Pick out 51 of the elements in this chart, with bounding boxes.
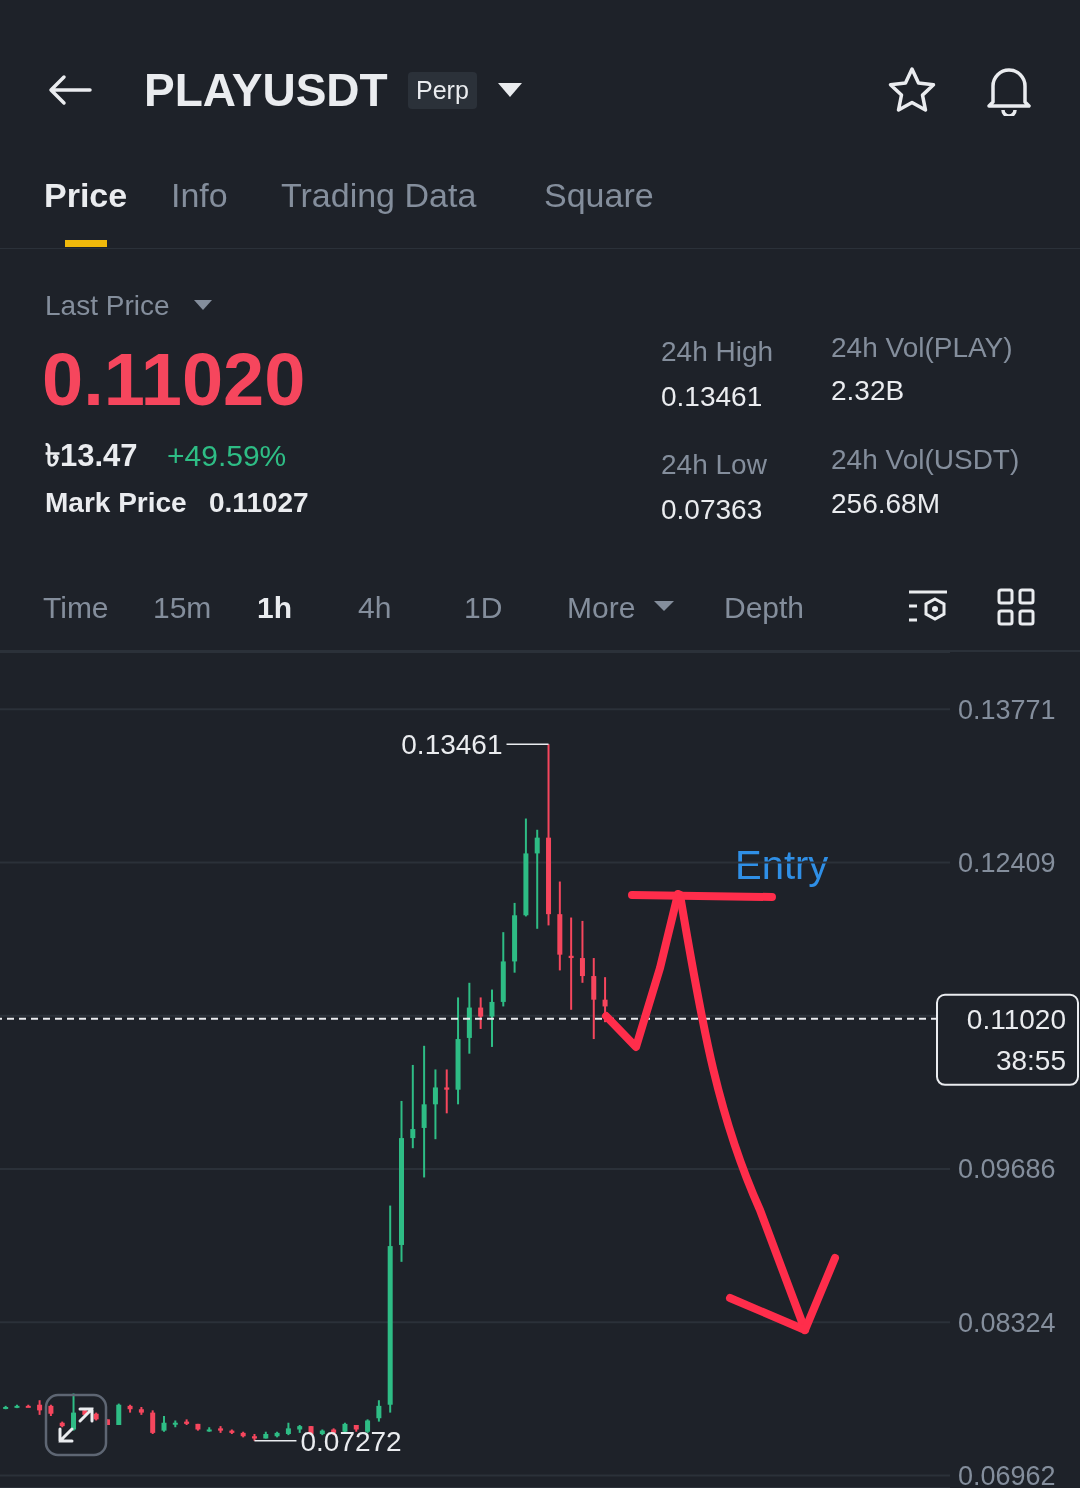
candlestick — [444, 1068, 450, 1115]
text: Time — [43, 590, 109, 626]
text: Trading Data — [281, 174, 477, 216]
annotation: Entry — [735, 842, 829, 889]
candlestick — [376, 1399, 382, 1423]
text: 24h High — [661, 335, 774, 369]
candlestick — [150, 1409, 156, 1435]
candlestick — [591, 957, 597, 1041]
candlestick — [432, 1068, 438, 1141]
y-tick-label: 0.13771 — [958, 694, 1056, 725]
ref-line-label: 0.11020 — [966, 1003, 1066, 1035]
text: 15m — [153, 590, 212, 626]
y-tick-label: 0.09686 — [958, 1154, 1056, 1185]
text: Last Price — [45, 289, 170, 323]
text: 24h Low — [661, 448, 767, 482]
text: 0.11020 — [42, 336, 306, 423]
text: Mark Price — [45, 486, 187, 520]
text: Price — [44, 174, 128, 216]
text: 1D — [464, 590, 503, 626]
chart-subtitle: Perp — [408, 72, 477, 109]
annotation: 0.13461 — [401, 729, 503, 761]
text: +49.59% — [167, 438, 287, 474]
text: 0.13461 — [661, 380, 763, 414]
candlestick — [116, 1402, 122, 1426]
text: More — [567, 590, 636, 626]
text: Square — [544, 174, 654, 216]
text: Depth — [724, 590, 805, 626]
y-tick-label: 0.08324 — [958, 1307, 1056, 1338]
text: 0.11027 — [209, 486, 309, 520]
candlestick — [410, 1063, 416, 1150]
y-tick-label: 0.06962 — [958, 1460, 1056, 1488]
chart-title: PLAYUSDT — [144, 63, 388, 118]
text: Info — [171, 174, 228, 216]
text: 24h Vol(PLAY) — [831, 331, 1013, 365]
candlestick — [579, 919, 585, 984]
annotation: 0.07272 — [300, 1425, 402, 1457]
candlestick — [478, 996, 484, 1030]
candlestick — [71, 1392, 77, 1432]
text: 0.07363 — [661, 493, 763, 527]
text: 4h — [358, 590, 392, 626]
y-tick-label: 0.12409 — [958, 848, 1056, 879]
text: 38:55 — [995, 1044, 1066, 1076]
text: 24h Vol(USDT) — [831, 443, 1020, 477]
text: ৳13.47 — [45, 437, 138, 475]
candlestick — [489, 988, 495, 1048]
candlestick — [534, 828, 540, 930]
text: 256.68M — [831, 487, 940, 521]
text: 2.32B — [831, 374, 905, 408]
candlestick — [568, 916, 574, 1011]
text: 1h — [257, 590, 293, 626]
candlestick — [421, 1044, 427, 1179]
